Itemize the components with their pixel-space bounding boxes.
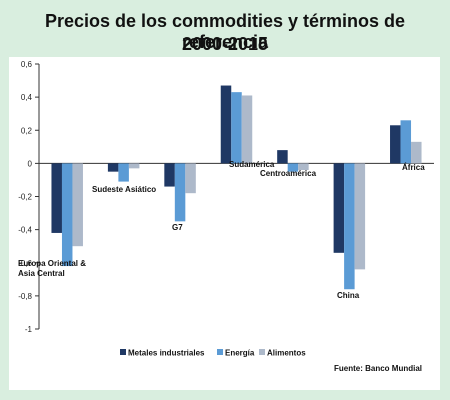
category-label: G7 bbox=[172, 223, 183, 232]
bar bbox=[390, 125, 401, 164]
y-axis-ticks: 0,6 0,4 0,2 0 -0,2 -0,4 -0,6 -0,8 -1 bbox=[18, 60, 39, 334]
legend-label: Metales industriales bbox=[128, 349, 205, 358]
y-tick-label: 0,4 bbox=[21, 93, 33, 102]
legend-label: Energía bbox=[225, 349, 255, 358]
y-tick-label: -1 bbox=[25, 325, 33, 334]
bar bbox=[107, 163, 119, 172]
bar bbox=[231, 92, 242, 164]
source-note: Fuente: Banco Mundial bbox=[334, 364, 422, 373]
y-tick-label: 0 bbox=[28, 159, 33, 168]
chart-title: Precios de los commodities y términos de… bbox=[44, 11, 406, 52]
bar bbox=[344, 163, 355, 290]
bar bbox=[277, 150, 288, 164]
bar bbox=[220, 85, 232, 164]
category-label: Europa Oriental & Asia Central bbox=[18, 259, 86, 278]
bar bbox=[118, 163, 129, 182]
chart-panel: 0,6 0,4 0,2 0 -0,2 -0,4 -0,6 -0,8 -1 Europa Orie… bbox=[9, 57, 440, 390]
y-tick-label: -0,6 bbox=[18, 259, 32, 268]
bar bbox=[51, 163, 62, 233]
bar bbox=[61, 163, 73, 267]
y-tick-label: 0,2 bbox=[21, 126, 33, 135]
category-label: Sudeste Asiático bbox=[92, 185, 156, 194]
y-tick-label: 0,6 bbox=[21, 60, 33, 69]
bar bbox=[400, 120, 412, 164]
category-label: Centroamérica bbox=[260, 169, 317, 178]
bar bbox=[298, 163, 309, 170]
y-tick-label: -0,8 bbox=[18, 292, 32, 301]
category-label: Sudamérica bbox=[229, 160, 275, 169]
bar-chart: 0,6 0,4 0,2 0 -0,2 -0,4 -0,6 -0,8 -1 Europa Orie… bbox=[18, 60, 434, 373]
y-tick-label: -0,4 bbox=[18, 226, 32, 235]
bar bbox=[354, 163, 366, 270]
bar bbox=[185, 163, 196, 194]
category-label: África bbox=[402, 163, 425, 172]
bars bbox=[51, 85, 422, 290]
bar bbox=[411, 141, 422, 164]
bar bbox=[287, 163, 299, 172]
y-tick-label: -0,2 bbox=[18, 193, 32, 202]
legend-swatch bbox=[259, 349, 265, 355]
legend-label: Alimentos bbox=[267, 349, 306, 358]
bar bbox=[333, 163, 345, 253]
legend-swatch bbox=[217, 349, 223, 355]
category-label: China bbox=[337, 291, 360, 300]
bar bbox=[164, 163, 175, 187]
bar bbox=[128, 163, 140, 169]
category-labels: Europa Oriental & Asia Central Sudeste Asi… bbox=[18, 160, 425, 300]
bar bbox=[72, 163, 83, 247]
legend-swatch bbox=[120, 349, 126, 355]
legend: Metales industriales Energía Alimentos bbox=[120, 349, 306, 358]
chart-subtitle: 2000-2015 bbox=[181, 34, 269, 54]
bar bbox=[174, 163, 186, 222]
bar bbox=[241, 95, 253, 164]
